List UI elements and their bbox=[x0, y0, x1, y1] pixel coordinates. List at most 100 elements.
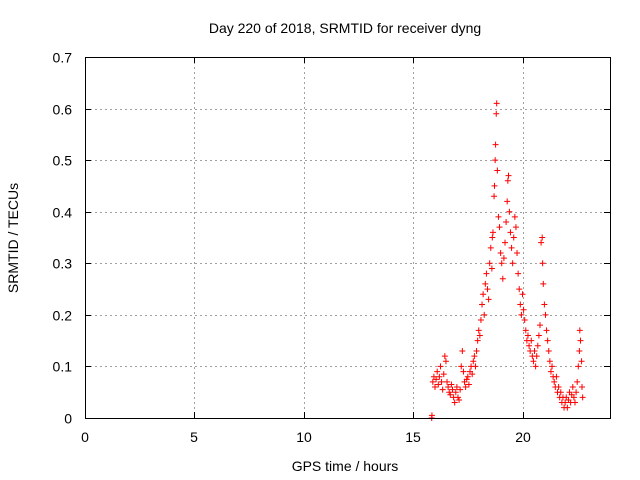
data-point bbox=[435, 381, 442, 388]
data-point bbox=[477, 317, 484, 324]
data-point bbox=[514, 249, 521, 256]
data-point bbox=[441, 353, 448, 360]
data-point bbox=[572, 399, 578, 406]
data-point bbox=[499, 275, 506, 282]
data-point bbox=[537, 322, 543, 329]
data-point bbox=[517, 301, 524, 308]
data-point bbox=[532, 363, 539, 370]
y-tick-label: 0.5 bbox=[53, 153, 73, 169]
data-point bbox=[500, 255, 507, 262]
data-point bbox=[492, 141, 499, 148]
data-point bbox=[434, 368, 441, 375]
data-point bbox=[506, 208, 513, 215]
data-point bbox=[448, 381, 455, 388]
data-point bbox=[438, 378, 445, 385]
data-point bbox=[476, 332, 483, 339]
data-point bbox=[474, 337, 481, 344]
data-point bbox=[482, 280, 489, 287]
data-point bbox=[541, 301, 548, 308]
data-point bbox=[515, 270, 522, 277]
y-tick-label: 0.3 bbox=[53, 256, 73, 272]
data-point bbox=[489, 229, 496, 236]
data-point bbox=[534, 342, 541, 349]
data-point bbox=[579, 384, 585, 391]
data-point bbox=[544, 337, 551, 344]
y-tick-label: 0.2 bbox=[53, 308, 73, 324]
data-point bbox=[526, 342, 533, 349]
data-point bbox=[469, 371, 476, 378]
data-point bbox=[454, 394, 461, 401]
chart-title: Day 220 of 2018, SRMTID for receiver dyn… bbox=[209, 20, 481, 36]
data-point bbox=[553, 373, 560, 380]
data-point bbox=[465, 381, 472, 388]
data-point bbox=[551, 378, 558, 385]
data-point bbox=[489, 234, 496, 241]
x-tick-label: 20 bbox=[515, 429, 531, 445]
data-points bbox=[428, 100, 586, 421]
data-point bbox=[444, 378, 451, 385]
x-tick-label: 10 bbox=[296, 429, 312, 445]
data-point bbox=[464, 373, 471, 380]
x-tick-label: 15 bbox=[405, 429, 421, 445]
data-point bbox=[484, 286, 491, 293]
grid-lines bbox=[85, 57, 610, 418]
data-point bbox=[519, 291, 526, 298]
data-point bbox=[473, 347, 480, 354]
data-point bbox=[492, 157, 499, 164]
plot-frame bbox=[85, 57, 611, 419]
data-point bbox=[555, 384, 562, 391]
data-point bbox=[543, 327, 550, 334]
data-point bbox=[573, 389, 580, 396]
data-point bbox=[470, 358, 477, 365]
y-axis-label: SRMTID / TECUs bbox=[5, 183, 21, 293]
data-point bbox=[528, 337, 535, 344]
data-point bbox=[502, 239, 508, 246]
data-point bbox=[463, 376, 470, 383]
x-tick-label: 0 bbox=[81, 429, 89, 445]
y-tick-label: 0.6 bbox=[53, 102, 73, 118]
data-point bbox=[493, 100, 500, 107]
data-point bbox=[533, 353, 540, 360]
y-tick-label: 0.7 bbox=[53, 50, 73, 66]
data-point bbox=[538, 239, 545, 246]
data-point bbox=[504, 177, 511, 184]
data-point bbox=[570, 394, 577, 401]
data-point bbox=[524, 332, 531, 339]
y-tick-label: 0.1 bbox=[53, 359, 73, 375]
data-point bbox=[437, 363, 444, 370]
data-point bbox=[495, 213, 502, 220]
data-point bbox=[488, 265, 495, 272]
data-point bbox=[439, 386, 446, 393]
data-point bbox=[545, 347, 552, 354]
data-point bbox=[546, 358, 553, 365]
data-point bbox=[447, 391, 454, 398]
data-point bbox=[511, 213, 518, 220]
data-point bbox=[549, 363, 556, 370]
data-point bbox=[485, 296, 492, 303]
data-point bbox=[440, 371, 447, 378]
data-point bbox=[575, 363, 582, 370]
data-point bbox=[471, 353, 478, 360]
axis-ticks: 0 0.1 0.2 0.3 0.4 0.5 0.6 0.7 0 5 10 15 20 bbox=[53, 50, 610, 445]
data-point bbox=[516, 286, 523, 293]
data-point bbox=[491, 182, 498, 189]
data-point bbox=[503, 219, 510, 226]
data-point bbox=[449, 386, 456, 393]
data-point bbox=[436, 373, 443, 380]
data-point bbox=[522, 327, 529, 334]
data-point bbox=[432, 384, 438, 391]
data-point bbox=[486, 260, 493, 267]
data-point bbox=[498, 260, 505, 267]
data-point bbox=[442, 358, 449, 365]
data-point bbox=[518, 311, 525, 318]
data-point bbox=[483, 270, 490, 277]
data-point bbox=[507, 229, 514, 236]
data-point bbox=[460, 368, 467, 375]
data-point bbox=[508, 244, 515, 251]
data-point bbox=[539, 260, 546, 267]
data-point bbox=[452, 389, 459, 396]
data-point bbox=[574, 378, 581, 385]
data-point bbox=[481, 311, 488, 318]
data-point bbox=[539, 234, 546, 241]
